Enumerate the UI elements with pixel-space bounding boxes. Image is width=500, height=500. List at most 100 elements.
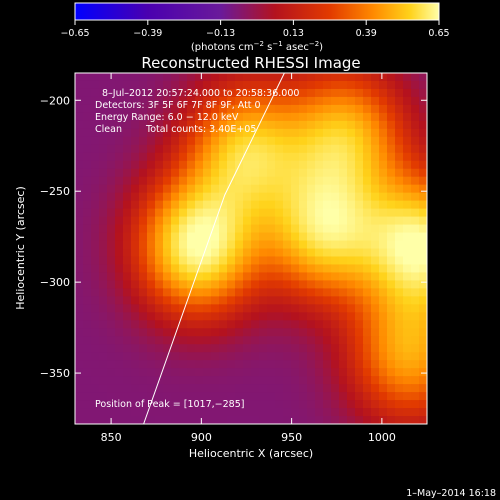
heatmap-cell xyxy=(395,184,404,194)
heatmap-cell xyxy=(307,176,316,186)
heatmap-cell xyxy=(299,328,308,337)
heatmap-cell xyxy=(219,184,228,194)
heatmap-cell xyxy=(251,352,260,361)
heatmap-cell xyxy=(419,216,427,226)
heatmap-cell xyxy=(123,216,132,226)
heatmap-cell xyxy=(131,160,140,170)
heatmap-cell xyxy=(75,240,84,250)
heatmap-cell xyxy=(291,400,300,409)
heatmap-cell xyxy=(219,73,228,82)
heatmap-cell xyxy=(147,272,156,282)
heatmap-cell xyxy=(99,200,108,210)
heatmap-cell xyxy=(299,200,308,210)
heatmap-cell xyxy=(187,160,196,170)
y-axis-label: Heliocentric Y (arcsec) xyxy=(14,186,27,310)
heatmap-cell xyxy=(115,360,124,369)
heatmap-cell xyxy=(307,336,316,345)
heatmap-cell xyxy=(227,216,236,226)
heatmap-cell xyxy=(155,216,164,226)
heatmap-cell xyxy=(411,152,420,162)
heatmap-cell xyxy=(275,192,284,202)
heatmap-cell xyxy=(419,360,427,369)
heatmap-cell xyxy=(251,200,260,210)
heatmap-cell xyxy=(179,264,188,274)
heatmap-cell xyxy=(251,96,260,106)
heatmap-cell xyxy=(403,224,412,234)
heatmap-cell xyxy=(115,240,124,250)
heatmap-cell xyxy=(259,328,268,337)
annotation-energy: Energy Range: 6.0 − 12.0 keV xyxy=(95,112,239,123)
heatmap-cell xyxy=(315,416,324,424)
heatmap-cell xyxy=(195,304,204,313)
heatmap-cell xyxy=(131,80,140,90)
heatmap-cell xyxy=(75,376,84,385)
heatmap-cell xyxy=(139,320,148,329)
heatmap-cell xyxy=(115,376,124,385)
heatmap-cell xyxy=(259,392,268,401)
heatmap-cell xyxy=(291,144,300,154)
heatmap-cell xyxy=(227,320,236,329)
heatmap-cell xyxy=(99,368,108,377)
heatmap-cell xyxy=(403,280,412,289)
heatmap-cell xyxy=(171,160,180,170)
heatmap-cell xyxy=(411,224,420,234)
heatmap-cell xyxy=(395,144,404,154)
heatmap-cell xyxy=(235,328,244,337)
heatmap-cell xyxy=(75,216,84,226)
heatmap-cell xyxy=(251,312,260,321)
heatmap-cell xyxy=(339,344,348,353)
heatmap-cell xyxy=(91,392,100,401)
heatmap-cell xyxy=(291,73,300,82)
heatmap-cell xyxy=(235,112,244,122)
heatmap-cell xyxy=(323,232,332,242)
heatmap-cell xyxy=(155,296,164,305)
heatmap-cell xyxy=(139,112,148,122)
heatmap-cell xyxy=(267,336,276,345)
heatmap-cell xyxy=(227,88,236,98)
heatmap-cell xyxy=(91,320,100,329)
heatmap-cell xyxy=(219,352,228,361)
heatmap-cell xyxy=(83,304,92,313)
heatmap-cell xyxy=(147,144,156,154)
heatmap-cell xyxy=(155,288,164,297)
heatmap-cell xyxy=(211,376,220,385)
heatmap-cell xyxy=(347,416,356,424)
heatmap-cell xyxy=(243,328,252,337)
heatmap-cell xyxy=(107,344,116,353)
heatmap-cell xyxy=(371,344,380,353)
heatmap-cell xyxy=(267,392,276,401)
heatmap-cell xyxy=(179,184,188,194)
heatmap-cell xyxy=(243,336,252,345)
heatmap-cell xyxy=(395,304,404,313)
heatmap-cell xyxy=(267,136,276,146)
heatmap-cell xyxy=(355,288,364,297)
heatmap-cell xyxy=(387,296,396,305)
heatmap-cell xyxy=(139,336,148,345)
heatmap-cell xyxy=(379,144,388,154)
heatmap-cell xyxy=(267,296,276,305)
heatmap-cell xyxy=(331,264,340,274)
heatmap-cell xyxy=(107,296,116,305)
heatmap-cell xyxy=(163,256,172,266)
heatmap-cell xyxy=(107,304,116,313)
heatmap-cell xyxy=(115,176,124,186)
heatmap-cell xyxy=(355,400,364,409)
heatmap-cell xyxy=(75,248,84,258)
heatmap-cell xyxy=(307,88,316,98)
heatmap-cell xyxy=(219,344,228,353)
heatmap-cell xyxy=(99,160,108,170)
heatmap-cell xyxy=(131,312,140,321)
heatmap-cell xyxy=(387,136,396,146)
annotation-detectors: Detectors: 3F 5F 6F 7F 8F 9F, Att 0 xyxy=(95,100,261,111)
heatmap-cell xyxy=(171,264,180,274)
heatmap-cell xyxy=(147,112,156,122)
heatmap-cell xyxy=(283,120,292,130)
heatmap-cell xyxy=(403,120,412,130)
heatmap-cell xyxy=(123,120,132,130)
heatmap-cell xyxy=(195,216,204,226)
heatmap-cell xyxy=(299,368,308,377)
heatmap-cell xyxy=(107,232,116,242)
heatmap-cell xyxy=(163,344,172,353)
heatmap-cell xyxy=(219,88,228,98)
heatmap-cell xyxy=(387,128,396,138)
